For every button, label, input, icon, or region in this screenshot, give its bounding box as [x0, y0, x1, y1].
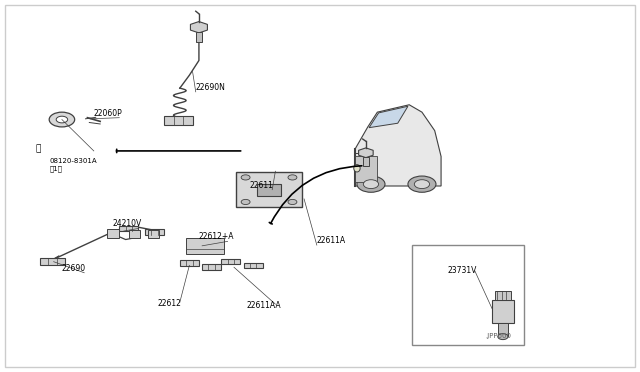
Bar: [221, 259, 241, 264]
Bar: [236, 172, 303, 207]
Polygon shape: [191, 22, 207, 33]
Text: Ⓑ: Ⓑ: [36, 145, 41, 154]
Bar: [145, 229, 164, 235]
Bar: [492, 301, 515, 323]
Circle shape: [498, 334, 508, 340]
Bar: [499, 323, 508, 336]
Text: 24210V: 24210V: [113, 219, 142, 228]
Circle shape: [241, 175, 250, 180]
Circle shape: [357, 176, 385, 192]
Bar: [186, 238, 225, 254]
Bar: [363, 157, 369, 166]
Text: 08120-8301A
（1）: 08120-8301A （1）: [49, 158, 97, 172]
Bar: [129, 230, 140, 238]
Bar: [148, 230, 159, 238]
Circle shape: [56, 116, 68, 123]
Bar: [106, 229, 119, 238]
Bar: [40, 259, 65, 265]
Circle shape: [414, 180, 429, 189]
Bar: [180, 260, 199, 266]
Bar: [244, 263, 262, 268]
Circle shape: [364, 180, 379, 189]
Circle shape: [49, 112, 75, 127]
Bar: [495, 291, 511, 301]
Circle shape: [288, 199, 297, 205]
Bar: [412, 245, 524, 345]
Text: 22611: 22611: [250, 181, 274, 190]
Text: 22060P: 22060P: [94, 109, 122, 118]
Text: .JPP600: .JPP600: [486, 333, 511, 339]
Bar: [164, 116, 193, 125]
Bar: [119, 225, 138, 231]
Bar: [257, 183, 281, 196]
Ellipse shape: [354, 164, 360, 172]
Circle shape: [408, 176, 436, 192]
Bar: [202, 264, 221, 270]
Text: 22611AA: 22611AA: [246, 301, 282, 310]
Text: 22612+A: 22612+A: [199, 232, 234, 241]
Polygon shape: [369, 106, 408, 128]
Text: 22612: 22612: [157, 299, 181, 308]
Bar: [355, 157, 378, 182]
Circle shape: [288, 175, 297, 180]
Text: 23731V: 23731V: [447, 266, 477, 275]
Polygon shape: [355, 105, 441, 186]
Text: 22690: 22690: [62, 264, 86, 273]
Text: 22611A: 22611A: [317, 236, 346, 245]
Text: 22690N: 22690N: [196, 83, 226, 92]
Bar: [196, 32, 202, 42]
Circle shape: [241, 199, 250, 205]
Polygon shape: [358, 148, 373, 158]
